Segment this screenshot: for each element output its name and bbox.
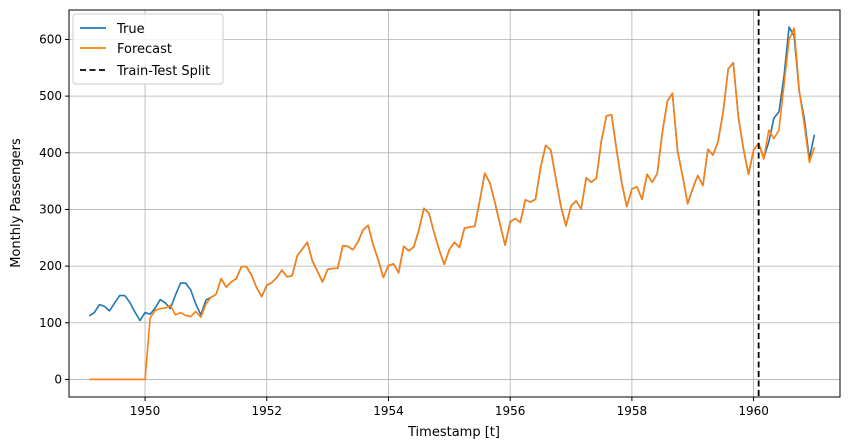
y-tick-label: 100: [39, 316, 62, 330]
x-tick-label: 1956: [495, 404, 526, 418]
series-layer: [88, 26, 816, 381]
x-axis-ticks: 1950 1952 1954 1956 1958 1960: [130, 397, 769, 418]
x-tick-label: 1958: [617, 404, 648, 418]
plot-frame: [68, 9, 841, 398]
series-line-forecast: [89, 27, 816, 381]
y-tick-label: 300: [39, 202, 62, 216]
y-tick-label: 600: [39, 32, 62, 46]
y-tick-label: 500: [39, 89, 62, 103]
legend: True Forecast Train-Test Split: [72, 13, 224, 85]
legend-split-label: Train-Test Split: [116, 64, 210, 79]
legend-true-label: True: [116, 22, 145, 37]
x-axis-label: Timestamp [t]: [407, 425, 500, 440]
x-tick-label: 1952: [251, 404, 282, 418]
legend-forecast-label: Forecast: [117, 42, 172, 57]
legend-box: [72, 13, 224, 85]
y-tick-label: 0: [54, 372, 62, 386]
x-tick-label: 1954: [373, 404, 404, 418]
y-axis-label: Monthly Passengers: [9, 138, 24, 268]
x-tick-label: 1950: [130, 404, 161, 418]
y-axis-ticks: 0 100 200 300 400 500 600: [39, 32, 69, 386]
y-tick-label: 200: [39, 259, 62, 273]
y-tick-label: 400: [39, 146, 62, 160]
x-tick-label: 1960: [738, 404, 769, 418]
